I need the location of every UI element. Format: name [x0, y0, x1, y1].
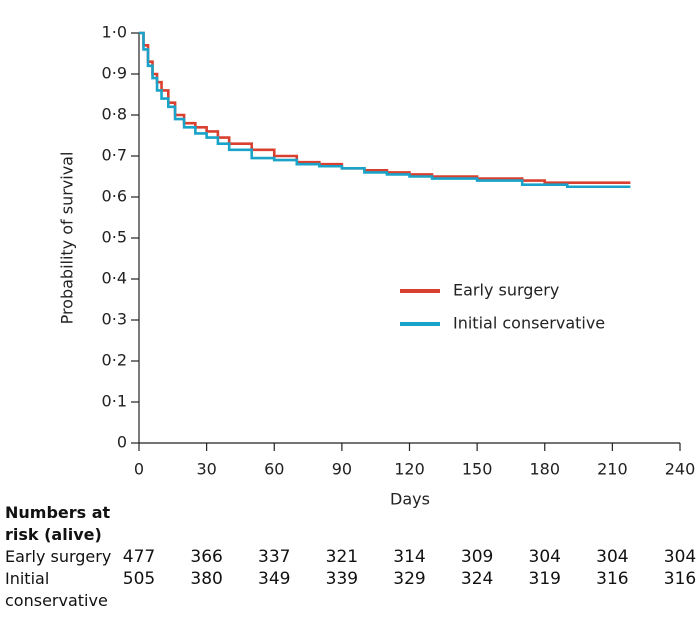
risk-row-label: Initial conservative [5, 569, 108, 610]
risk-count: 329 [393, 569, 426, 589]
x-tick-label: 240 [665, 460, 696, 479]
x-tick-label: 30 [196, 460, 216, 479]
risk-count: 505 [122, 569, 156, 589]
risk-table-title: Numbers at risk (alive) [5, 503, 111, 544]
x-axis-title: Days [390, 490, 430, 509]
y-tick-label: 0·4 [102, 269, 127, 288]
risk-count: 319 [528, 569, 561, 589]
y-tick-label: 0 [117, 433, 127, 452]
x-tick-label: 90 [332, 460, 352, 479]
risk-count: 339 [325, 569, 359, 589]
x-tick-label: 60 [264, 460, 284, 479]
risk-count: 304 [663, 547, 697, 567]
risk-count: 324 [460, 569, 494, 589]
risk-count: 349 [258, 569, 291, 589]
y-tick-label: 0·6 [102, 187, 127, 206]
survival-curve [139, 31, 631, 189]
legend-label: Early surgery [453, 281, 559, 300]
y-tick-label: 0·5 [102, 228, 127, 247]
legend-label: Initial conservative [453, 314, 605, 333]
y-tick-label: 0·3 [102, 310, 127, 329]
risk-count: 366 [190, 547, 223, 567]
x-tick-label: 210 [597, 460, 628, 479]
risk-count: 316 [663, 569, 697, 589]
x-tick-label: 120 [394, 460, 425, 479]
risk-count: 477 [122, 547, 156, 567]
y-tick-label: 0·2 [102, 351, 127, 370]
x-tick-label: 180 [529, 460, 560, 479]
y-tick-label: 0·7 [102, 146, 127, 165]
x-tick-label: 150 [462, 460, 493, 479]
risk-count: 309 [460, 547, 494, 567]
y-tick-label: 0·1 [102, 392, 127, 411]
risk-count: 321 [325, 547, 359, 567]
risk-count: 337 [258, 547, 291, 567]
y-tick-label: 0·9 [102, 64, 127, 83]
risk-row-label: Early surgery [5, 547, 112, 566]
x-tick-label: 0 [134, 460, 144, 479]
risk-count: 380 [190, 569, 223, 589]
risk-count: 316 [596, 569, 629, 589]
y-tick-label: 1·0 [102, 23, 127, 42]
risk-count: 314 [393, 547, 426, 567]
y-axis-title: Probability of survival [58, 152, 77, 325]
risk-count: 304 [528, 547, 561, 567]
y-tick-label: 0·8 [102, 105, 127, 124]
risk-count: 304 [596, 547, 629, 567]
survival-curve [139, 31, 631, 184]
